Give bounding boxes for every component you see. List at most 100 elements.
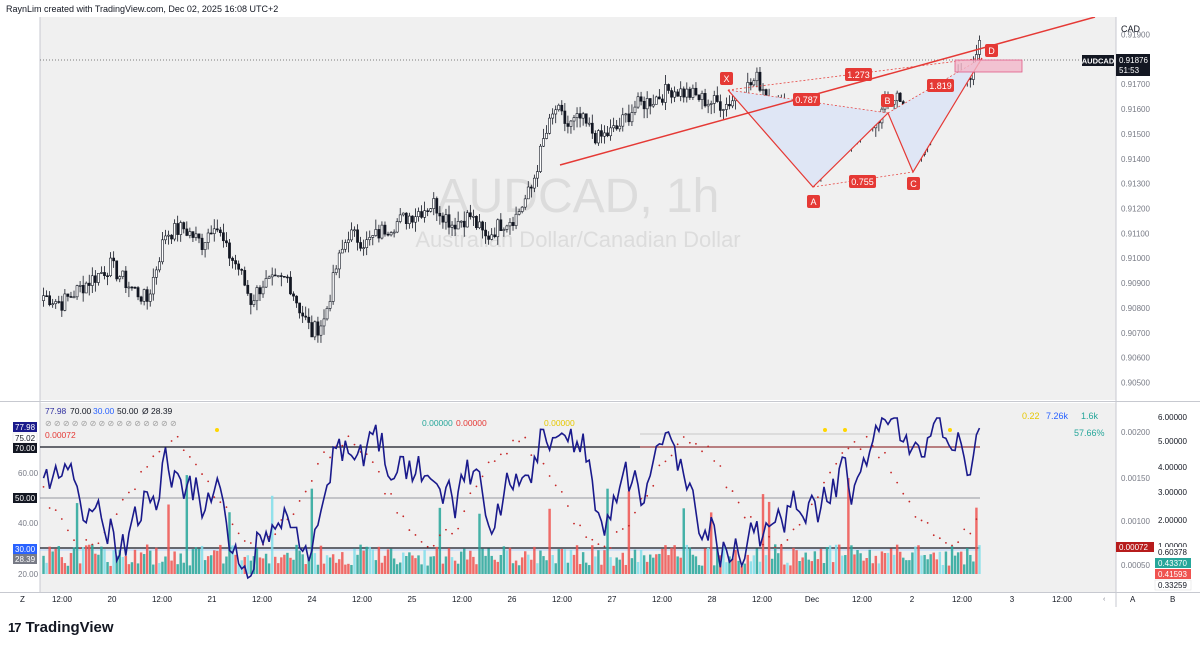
indicator-dot (603, 545, 606, 548)
volume-bar (618, 559, 621, 574)
indicator-dot (353, 443, 356, 446)
timezone-corner[interactable]: Z (20, 595, 25, 604)
volume-bar (825, 547, 829, 574)
volume-bar (475, 564, 478, 574)
svg-text:50.00: 50.00 (117, 406, 139, 416)
point-d-label: D (985, 44, 998, 57)
svg-text:75.02: 75.02 (15, 434, 36, 443)
volume-bar (472, 556, 475, 574)
time-tick-label: 27 (608, 595, 617, 604)
indicator-dot (493, 460, 496, 463)
candle-body (173, 223, 176, 240)
indicator-dot (969, 532, 972, 535)
candle-body (334, 268, 338, 274)
volume-bar (624, 564, 628, 574)
watermark-description: Australian Dollar/Canadian Dollar (415, 227, 740, 252)
volume-bar (420, 564, 423, 574)
candle-body (624, 113, 628, 116)
candle-body (66, 293, 70, 297)
indicator-dot (829, 471, 831, 474)
volume-bar (737, 560, 740, 574)
candle-body (697, 94, 701, 100)
candle-body (240, 268, 244, 271)
trend-line[interactable] (559, 17, 1096, 166)
candle-body (54, 301, 58, 305)
candle-body (630, 112, 634, 123)
indicator-dot (48, 507, 51, 509)
indicator-dot (560, 490, 563, 493)
indicator-pane[interactable]: 77.98 70.00 30.00 50.00 Ø 28.39 ⊘ ⊘ ⊘ ⊘ … (12, 406, 1192, 591)
price-axis[interactable]: CAD 0.919000.918000.917000.916000.915000… (1082, 24, 1151, 388)
candle-body (304, 315, 308, 318)
volume-bar (755, 548, 759, 574)
candle-body (261, 286, 265, 295)
candle-body (642, 100, 646, 110)
candle-body (597, 130, 600, 144)
candle-body (417, 211, 420, 217)
auto-scale-button[interactable]: A (1130, 595, 1136, 604)
volume-bar (560, 549, 564, 574)
candle-body (228, 242, 231, 259)
volume-bar (423, 550, 426, 574)
candle-body (398, 214, 402, 222)
volume-bar (703, 548, 707, 574)
price-tick-label: 0.91300 (1121, 180, 1150, 189)
candle-body (578, 113, 582, 119)
volume-bar (874, 555, 878, 574)
indicator-dot (938, 537, 941, 540)
tradingview-logo: 17 TradingView (8, 619, 114, 636)
volume-bar (850, 545, 853, 574)
volume-bar (938, 551, 942, 574)
volume-bar (164, 556, 167, 574)
candle-body (456, 221, 460, 230)
volume-bar (91, 544, 94, 574)
potential-reversal-zone[interactable] (954, 59, 1023, 73)
candle-body (551, 113, 555, 119)
indicator-dot (884, 451, 886, 454)
volume-bar (158, 563, 161, 574)
candle-body (347, 239, 350, 243)
volume-bar (325, 555, 329, 574)
candle-body (667, 84, 670, 91)
indicator-dot (926, 522, 929, 524)
volume-bar (758, 561, 762, 574)
candle-body (411, 215, 414, 223)
volume-bar (691, 554, 695, 574)
candle-body (758, 71, 762, 91)
volume-bar (347, 563, 350, 574)
chart-canvas[interactable]: AUDCAD, 1h Australian Dollar/Canadian Do… (0, 17, 1200, 607)
volume-bar (219, 544, 222, 574)
scale-button[interactable]: B (1170, 595, 1175, 604)
candle-body (514, 213, 518, 226)
volume-bar (783, 564, 786, 574)
time-axis[interactable]: Z 12:00 20 12:00 21 12:00 24 12:00 25 12:00 26 12:… (20, 595, 1175, 604)
indicator-dot (396, 511, 399, 514)
volume-bar (182, 562, 185, 574)
candle-body (606, 132, 609, 137)
candle-body (487, 235, 491, 240)
volume-bar (45, 562, 48, 574)
volume-bar (319, 545, 323, 574)
candle-body (423, 210, 426, 218)
candle-body (706, 103, 710, 107)
time-tick-label: 12:00 (852, 595, 873, 604)
indicator-dot (317, 462, 319, 465)
candle-body (441, 215, 445, 223)
volume-bar (639, 550, 643, 574)
svg-text:0.22: 0.22 (1022, 411, 1040, 421)
volume-bar (743, 563, 746, 574)
volume-bar (645, 561, 649, 574)
candle-body (520, 206, 524, 212)
candle-body (496, 219, 500, 238)
volume-bar (206, 556, 210, 574)
volume-bar (828, 545, 832, 574)
indicator-dots (42, 435, 978, 550)
indicator-dot (79, 547, 82, 550)
candle-body (301, 312, 305, 317)
volume-bar (892, 554, 896, 574)
candle-body (194, 233, 198, 238)
volume-bar (816, 559, 820, 574)
indicator-dot (621, 528, 624, 530)
indicator-dot (682, 436, 685, 438)
volume-bar (109, 565, 112, 574)
